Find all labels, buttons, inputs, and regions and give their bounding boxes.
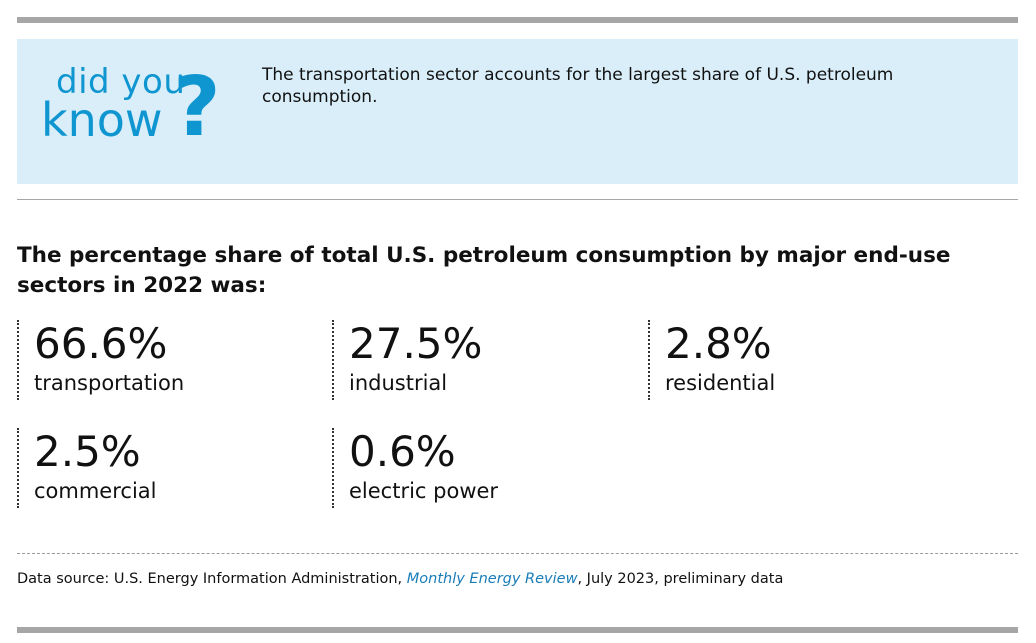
logo-line-2: know: [41, 93, 163, 147]
stat-label: residential: [665, 371, 776, 395]
source-prefix: Data source: U.S. Energy Information Adm…: [17, 571, 407, 587]
stat-value: 27.5%: [349, 319, 483, 368]
section-heading: The percentage share of total U.S. petro…: [17, 243, 951, 298]
stat-value: 0.6%: [349, 427, 456, 476]
stat-value: 2.5%: [34, 427, 141, 476]
source-suffix: , July 2023, preliminary data: [577, 571, 784, 587]
stat-commercial: 2.5% commercial: [17, 428, 309, 508]
stat-label: electric power: [349, 479, 499, 503]
did-you-know-callout: did you know ? The transportation sector…: [17, 39, 1018, 184]
stat-label: commercial: [34, 479, 157, 503]
footer-divider: [17, 553, 1018, 554]
data-source: Data source: U.S. Energy Information Adm…: [17, 569, 1017, 589]
bottom-rule: [17, 627, 1018, 633]
callout-text: The transportation sector accounts for t…: [262, 65, 894, 107]
question-mark-icon: ?: [173, 60, 221, 155]
top-rule: [17, 17, 1018, 23]
did-you-know-logo: did you know ?: [41, 59, 231, 159]
stat-industrial: 27.5% industrial: [332, 320, 624, 400]
stat-residential: 2.8% residential: [648, 320, 940, 400]
stat-label: industrial: [349, 371, 448, 395]
stat-transportation: 66.6% transportation: [17, 320, 309, 400]
logo-line-1: did you: [56, 62, 186, 102]
monthly-energy-review-link[interactable]: Monthly Energy Review: [406, 571, 578, 587]
stat-value: 2.8%: [665, 319, 772, 368]
stat-label: transportation: [34, 371, 185, 395]
stat-electric-power: 0.6% electric power: [332, 428, 624, 508]
stat-value: 66.6%: [34, 319, 168, 368]
section-divider: [17, 199, 1018, 200]
